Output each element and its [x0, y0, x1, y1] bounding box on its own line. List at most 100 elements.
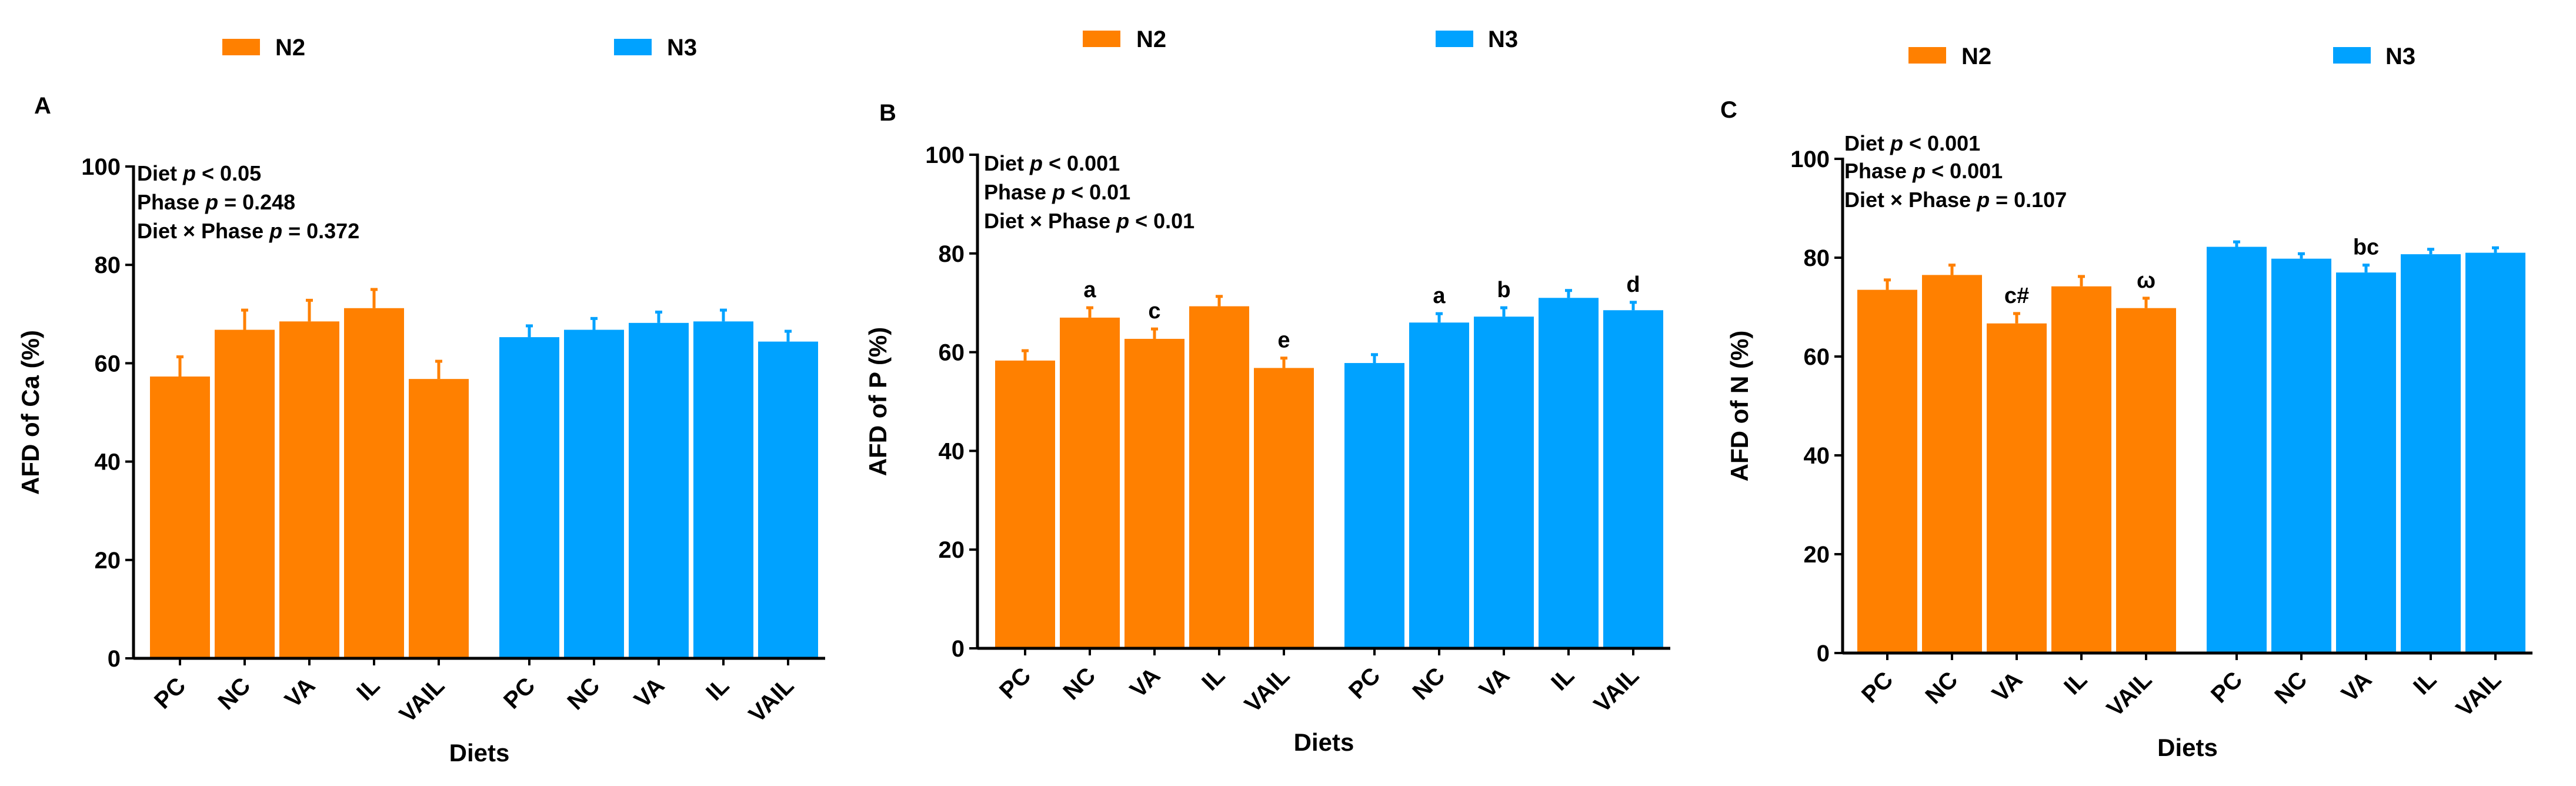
y-tick-label: 40: [1804, 443, 1830, 469]
panel-label: C: [1720, 97, 1737, 123]
bar-n2-va: [1987, 323, 2047, 653]
x-tick-label-va: VA: [2337, 667, 2377, 707]
legend-label-n3: N3: [667, 35, 697, 61]
legend-swatch-n3: [2333, 47, 2371, 64]
legend-swatch-n2: [1083, 31, 1120, 47]
x-tick-label-nc: NC: [1407, 662, 1450, 705]
bar-n2-va: [279, 321, 339, 658]
legend-label-n2: N2: [275, 35, 305, 61]
bar-n3-pc: [1344, 363, 1404, 648]
bar-n2-pc: [1857, 289, 1917, 654]
legend-swatch-n2: [222, 39, 260, 55]
significance-label: a: [1083, 278, 1096, 302]
x-tick-label-nc: NC: [1920, 667, 1963, 709]
y-axis-title: AFD of P (%): [864, 327, 892, 477]
y-axis-title: AFD of Ca (%): [16, 330, 44, 495]
bar-n2-il: [2051, 286, 2111, 654]
y-tick-label: 80: [95, 252, 121, 278]
bar-n2-il: [344, 308, 404, 658]
y-axis-title: AFD of N (%): [1726, 331, 1753, 482]
y-tick-label: 40: [95, 449, 121, 475]
stats-line: Diet p < 0.001: [984, 151, 1120, 175]
y-tick-label: 80: [1804, 245, 1830, 271]
bar-n2-nc: [1922, 275, 1982, 653]
significance-label: ω: [2137, 268, 2155, 293]
y-tick-label: 20: [1804, 542, 1830, 568]
bar-n2-vail: [1254, 368, 1314, 648]
x-tick-label-il: IL: [2408, 667, 2441, 700]
x-tick-label-pc: PC: [995, 662, 1036, 704]
panel-label: A: [34, 93, 51, 119]
stats-line: Phase p < 0.01: [984, 180, 1130, 204]
x-tick-label-va: VA: [1474, 662, 1514, 702]
bar-n3-nc: [2271, 258, 2331, 653]
x-axis-title: Diets: [2157, 734, 2218, 761]
legend-label-n3: N3: [1488, 26, 1518, 52]
y-tick-label: 40: [939, 438, 965, 464]
stats-line: Diet × Phase p < 0.01: [984, 209, 1194, 233]
significance-label: c#: [2004, 284, 2029, 308]
x-tick-label-nc: NC: [1058, 662, 1100, 705]
x-tick-label-va: VA: [1987, 667, 2027, 707]
x-tick-label-vail: VAIL: [2451, 667, 2506, 721]
bar-n2-va: [1125, 338, 1184, 648]
y-tick-label: 100: [81, 154, 121, 180]
legend-label-n2: N2: [1136, 26, 1166, 52]
bar-n3-il: [1539, 298, 1599, 648]
y-tick-label: 0: [108, 646, 121, 672]
x-tick-label-vail: VAIL: [1589, 662, 1644, 717]
x-tick-label-vail: VAIL: [2102, 667, 2157, 721]
bar-n2-vail: [2116, 308, 2176, 653]
y-tick-label: 60: [939, 340, 965, 366]
legend-swatch-n2: [1908, 47, 1946, 64]
bar-n2-nc: [1060, 317, 1120, 648]
x-tick-label-pc: PC: [149, 672, 191, 714]
x-tick-label-il: IL: [1197, 662, 1230, 695]
x-tick-label-nc: NC: [2270, 667, 2312, 709]
y-tick-label: 100: [925, 142, 965, 168]
x-tick-label-pc: PC: [1857, 667, 1898, 708]
bar-n3-nc: [564, 329, 624, 658]
x-tick-label-nc: NC: [213, 672, 255, 715]
x-tick-label-pc: PC: [1344, 662, 1385, 704]
bar-n3-pc: [499, 337, 559, 658]
x-tick-label-pc: PC: [2206, 667, 2247, 708]
significance-label: c: [1148, 299, 1160, 324]
bar-n2-vail: [409, 379, 469, 658]
stats-line: Diet × Phase p = 0.372: [137, 219, 359, 243]
y-tick-label: 80: [939, 241, 965, 267]
panel-label: B: [879, 100, 896, 126]
bar-n3-il: [693, 321, 753, 658]
x-tick-label-va: VA: [1125, 662, 1165, 702]
stats-line: Diet × Phase p = 0.107: [1844, 188, 2067, 212]
y-tick-label: 0: [952, 636, 965, 662]
x-tick-label-vail: VAIL: [1240, 662, 1294, 717]
bar-n3-va: [1474, 317, 1534, 648]
x-tick-label-il: IL: [701, 672, 734, 705]
bar-n2-pc: [995, 360, 1055, 648]
x-tick-label-il: IL: [1546, 662, 1579, 695]
x-tick-label-il: IL: [2059, 667, 2092, 700]
stats-line: Diet p < 0.001: [1844, 131, 1980, 155]
bar-n3-pc: [2207, 247, 2267, 653]
bar-n3-vail: [2465, 252, 2525, 654]
significance-label: a: [1433, 284, 1446, 308]
x-tick-label-va: VA: [629, 672, 669, 712]
y-tick-label: 100: [1790, 146, 1830, 172]
legend-swatch-n3: [614, 39, 652, 55]
y-tick-label: 20: [939, 537, 965, 563]
x-axis-title: Diets: [449, 739, 510, 767]
significance-label: b: [1497, 278, 1510, 302]
stats-line: Phase p < 0.001: [1844, 159, 2003, 183]
x-tick-label-vail: VAIL: [395, 672, 449, 727]
stats-line: Diet p < 0.05: [137, 161, 261, 185]
x-axis-title: Diets: [1294, 728, 1354, 756]
x-tick-label-va: VA: [280, 672, 320, 712]
x-tick-label-nc: NC: [562, 672, 605, 715]
x-tick-label-vail: VAIL: [744, 672, 799, 727]
bar-n2-pc: [150, 376, 210, 658]
significance-label: bc: [2353, 235, 2379, 260]
